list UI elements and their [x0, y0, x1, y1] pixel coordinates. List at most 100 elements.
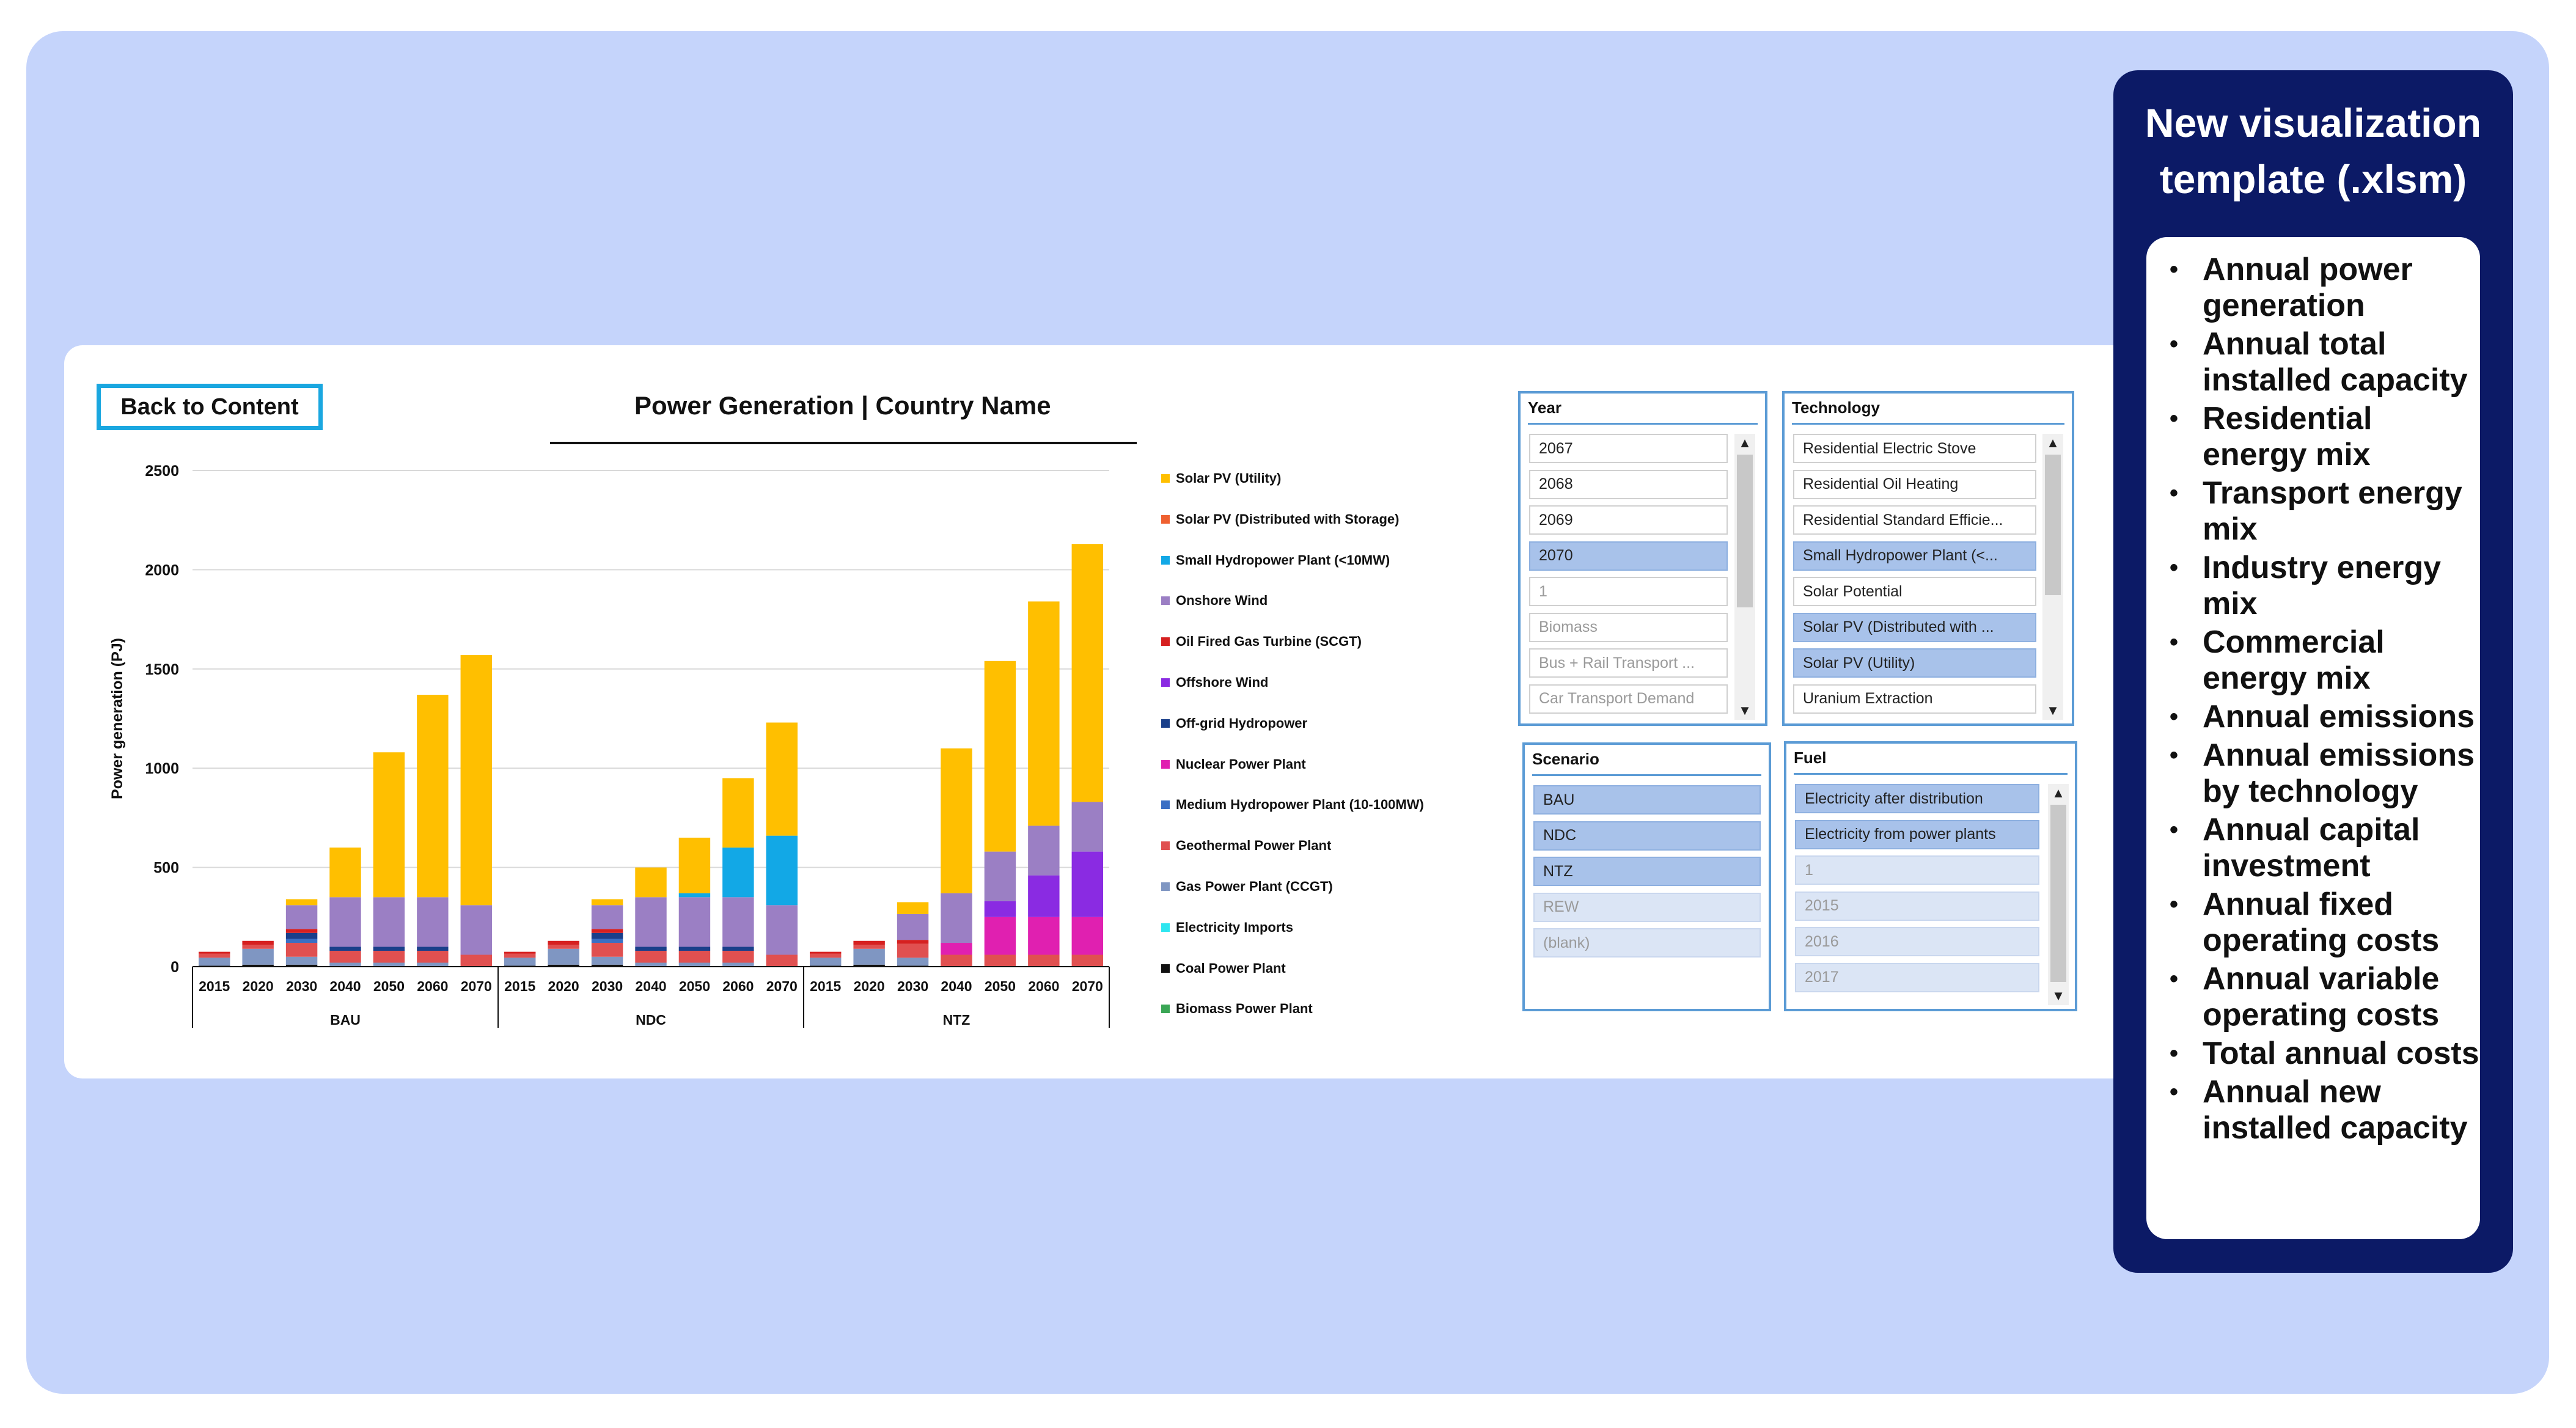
bar-segment: [329, 947, 361, 951]
slicer-divider: [1528, 423, 1758, 425]
scenario-slicer-item[interactable]: NTZ: [1533, 857, 1761, 886]
fuel-slicer-item[interactable]: 2016: [1795, 927, 2039, 956]
chart-title: Power Generation | Country Name: [634, 391, 1051, 420]
technology-slicer-title: Technology: [1792, 398, 1880, 417]
scenario-slicer-item[interactable]: BAU: [1533, 785, 1761, 815]
year-slicer-item[interactable]: 2069: [1529, 505, 1728, 535]
bar-segment: [548, 964, 579, 967]
year-slicer[interactable]: Year ▲ ▼ 2067 2068 2069 2070 1 Biomass Bus + R…: [1518, 391, 1767, 726]
bar-segment: [417, 947, 449, 951]
year-slicer-item[interactable]: Car Transport Demand: [1529, 684, 1728, 714]
x-tick-label: 2070: [766, 978, 798, 994]
scroll-down-icon[interactable]: ▼: [2046, 703, 2060, 718]
bar-segment: [504, 953, 536, 958]
year-slicer-item[interactable]: Biomass: [1529, 612, 1728, 642]
legend-label: Solar PV (Utility): [1176, 471, 1282, 486]
year-slicer-item[interactable]: Bus + Rail Transport ...: [1529, 648, 1728, 678]
legend-label: Geothermal Power Plant: [1176, 838, 1332, 854]
legend-item: Coal Power Plant: [1161, 959, 1286, 978]
bar-segment: [591, 932, 623, 939]
legend-label: Solar PV (Distributed with Storage): [1176, 511, 1400, 527]
scroll-up-icon[interactable]: ▲: [2052, 785, 2065, 800]
fuel-slicer-item[interactable]: 2017: [1795, 962, 2039, 992]
bar-segment: [373, 897, 405, 947]
scroll-thumb[interactable]: [1737, 455, 1753, 607]
x-tick-label: 2040: [941, 978, 972, 994]
bar-segment: [504, 951, 536, 954]
technology-slicer-item[interactable]: Small Hydropower Plant (<...: [1793, 541, 2036, 571]
legend-swatch: [1161, 719, 1170, 728]
feature-list-item: Annual emissions by technology: [2163, 738, 2481, 810]
technology-slicer-item[interactable]: Solar PV (Distributed with ...: [1793, 612, 2036, 642]
technology-slicer-item[interactable]: Residential Electric Stove: [1793, 434, 2036, 463]
bar-segment: [199, 951, 230, 954]
feature-list-item: Industry energy mix: [2163, 550, 2481, 622]
scenario-slicer-item[interactable]: REW: [1533, 892, 1761, 922]
legend-label: Coal Power Plant: [1176, 960, 1286, 976]
scroll-down-icon[interactable]: ▼: [2052, 988, 2065, 1003]
bar-segment: [285, 899, 318, 906]
legend-label: Off-grid Hydropower: [1176, 715, 1308, 731]
bar-segment: [635, 867, 667, 898]
legend-label: Biomass Power Plant: [1176, 1001, 1313, 1017]
fuel-slicer-item[interactable]: Electricity after distribution: [1795, 784, 2039, 813]
bar-segment: [897, 914, 929, 940]
bar-segment: [329, 962, 361, 967]
legend-swatch: [1161, 841, 1170, 851]
bar-segment: [199, 953, 230, 958]
x-tick-label: 2020: [548, 978, 579, 994]
year-slicer-item[interactable]: 2070: [1529, 541, 1728, 571]
technology-slicer-item[interactable]: Solar PV (Utility): [1793, 648, 2036, 678]
technology-slicer-item[interactable]: Uranium Extraction: [1793, 684, 2036, 714]
fuel-slicer-item[interactable]: Electricity from power plants: [1795, 819, 2039, 849]
bar-segment: [1028, 826, 1060, 876]
technology-slicer-item[interactable]: Residential Standard Efficie...: [1793, 505, 2036, 535]
scroll-thumb[interactable]: [2050, 805, 2066, 982]
fuel-slicer-item[interactable]: 1: [1795, 855, 2039, 885]
scroll-up-icon[interactable]: ▲: [2046, 435, 2060, 450]
scroll-down-icon[interactable]: ▼: [1738, 703, 1752, 718]
chart-title-underline: [550, 442, 1137, 444]
group-label: BAU: [330, 1012, 361, 1028]
bar-segment: [460, 655, 492, 906]
bar-segment: [591, 939, 623, 943]
x-tick-label: 2050: [373, 978, 405, 994]
group-label: NDC: [636, 1012, 666, 1028]
legend-label: Medium Hydropower Plant (10-100MW): [1176, 797, 1424, 813]
legend-item: Medium Hydropower Plant (10-100MW): [1161, 796, 1424, 814]
scenario-slicer-item[interactable]: NDC: [1533, 821, 1761, 851]
technology-slicer-item[interactable]: Solar Potential: [1793, 577, 2036, 606]
fuel-slicer-scrollbar[interactable]: ▲ ▼: [2048, 784, 2069, 1005]
scroll-up-icon[interactable]: ▲: [1738, 435, 1752, 450]
year-slicer-title: Year: [1528, 398, 1561, 417]
bar-segment: [678, 951, 711, 963]
fuel-slicer[interactable]: Fuel ▲ ▼ Electricity after distribution E…: [1784, 741, 2077, 1011]
year-slicer-scrollbar[interactable]: ▲ ▼: [1734, 434, 1755, 720]
bar-segment: [199, 957, 230, 966]
bar-segment: [504, 957, 536, 966]
back-to-content-button[interactable]: Back to Content: [97, 384, 323, 430]
legend-item: Gas Power Plant (CCGT): [1161, 877, 1333, 896]
fuel-slicer-item[interactable]: 2015: [1795, 891, 2039, 921]
feature-list-item: Total annual costs: [2163, 1036, 2481, 1072]
scroll-thumb[interactable]: [2045, 455, 2061, 595]
year-slicer-item[interactable]: 2067: [1529, 434, 1728, 463]
legend-swatch: [1161, 882, 1170, 891]
year-slicer-item[interactable]: 1: [1529, 577, 1728, 606]
feature-list-item: Annual fixed operating costs: [2163, 887, 2481, 959]
technology-slicer-scrollbar[interactable]: ▲ ▼: [2042, 434, 2063, 720]
technology-slicer-item[interactable]: Residential Oil Heating: [1793, 469, 2036, 499]
bar-segment: [984, 954, 1016, 967]
power-generation-chart: 0 500 1000 1500 2000 2500 Power generation (PJ…: [109, 463, 1110, 1028]
bar-segment: [941, 943, 972, 955]
scenario-slicer-item[interactable]: (blank): [1533, 928, 1761, 957]
scenario-slicer[interactable]: Scenario BAU NDC NTZ REW (blank): [1522, 742, 1771, 1011]
year-slicer-item[interactable]: 2068: [1529, 469, 1728, 499]
legend-item: Solar PV (Distributed with Storage): [1161, 510, 1399, 529]
bar-segment: [591, 929, 623, 933]
bar-segment: [1028, 601, 1060, 826]
legend-swatch: [1161, 596, 1170, 606]
x-tick-label: 2060: [722, 978, 754, 994]
technology-slicer[interactable]: Technology ▲ ▼ Residential Electric Stov…: [1782, 391, 2074, 726]
bar-segment: [810, 953, 842, 958]
